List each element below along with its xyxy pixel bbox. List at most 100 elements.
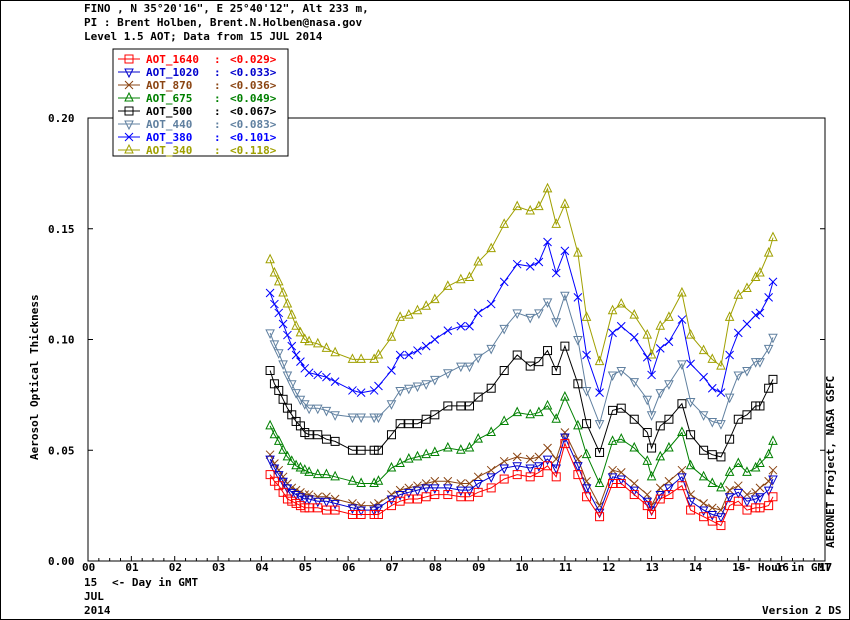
data-point — [473, 353, 483, 364]
data-point — [430, 490, 440, 500]
data-point — [542, 455, 553, 466]
data-point — [560, 198, 570, 208]
data-point — [543, 443, 552, 453]
data-point — [655, 421, 665, 431]
data-point — [725, 485, 734, 495]
data-point — [763, 486, 774, 497]
data-point — [421, 380, 431, 390]
legend-mean: <0.033> — [230, 66, 277, 79]
data-point — [664, 337, 674, 347]
data-point — [386, 331, 397, 341]
y-tick-label: 0.05 — [48, 444, 75, 457]
legend-mean: <0.101> — [230, 131, 277, 144]
data-point — [404, 350, 414, 360]
data-point — [356, 509, 366, 519]
legend-colon: : — [214, 66, 221, 79]
data-point — [647, 509, 657, 519]
data-point — [278, 319, 288, 329]
data-point — [699, 372, 708, 382]
data-point — [465, 479, 474, 488]
data-point — [499, 366, 509, 376]
data-point — [269, 266, 280, 277]
data-point — [642, 352, 652, 362]
data-point — [512, 470, 522, 480]
legend-mean: <0.029> — [230, 53, 277, 66]
legend-mean: <0.118> — [230, 144, 277, 157]
data-point — [321, 406, 332, 417]
data-point — [347, 475, 358, 485]
data-point — [430, 476, 440, 486]
data-point — [551, 268, 561, 278]
data-point — [473, 472, 483, 482]
data-point — [421, 414, 431, 424]
data-point — [733, 414, 743, 424]
data-point — [755, 308, 765, 318]
data-point — [742, 282, 752, 293]
data-point — [412, 450, 423, 461]
data-point — [642, 490, 652, 499]
data-point — [486, 242, 496, 253]
data-point — [443, 280, 453, 290]
data-point — [551, 454, 561, 464]
data-point — [512, 462, 523, 472]
data-point — [642, 501, 652, 511]
data-point — [430, 375, 440, 386]
legend-label: AOT_440 — [146, 118, 192, 131]
data-point — [278, 444, 288, 454]
data-point — [274, 308, 284, 318]
data-point — [312, 337, 323, 348]
data-point — [764, 501, 774, 511]
data-point — [742, 505, 752, 515]
data-point — [404, 419, 414, 429]
data-point — [616, 321, 626, 331]
data-point — [542, 182, 553, 193]
data-point — [581, 311, 592, 321]
data-point — [499, 324, 509, 335]
data-point — [330, 499, 340, 510]
legend-mean: <0.036> — [230, 79, 277, 92]
data-point — [742, 367, 752, 377]
data-point — [278, 472, 288, 482]
data-point — [356, 388, 366, 398]
series-line — [269, 240, 774, 395]
data-point — [573, 246, 583, 257]
data-point — [573, 293, 583, 302]
data-point — [278, 360, 288, 370]
data-point — [686, 430, 696, 440]
data-point — [356, 353, 366, 363]
data-point — [616, 475, 627, 486]
data-point — [512, 350, 522, 360]
data-point — [356, 445, 366, 455]
legend-marker — [124, 91, 134, 102]
data-point — [512, 259, 522, 269]
data-point — [698, 411, 709, 421]
data-point — [525, 464, 536, 475]
data-point — [283, 330, 292, 340]
data-point — [534, 257, 544, 267]
data-point — [543, 461, 553, 471]
data-point — [456, 492, 466, 502]
data-point — [616, 367, 627, 377]
data-point — [465, 492, 475, 502]
data-point — [269, 464, 280, 475]
data-point — [273, 435, 284, 445]
x-tick-label: 05 — [299, 561, 312, 574]
data-point — [560, 390, 570, 401]
legend-marker — [124, 132, 134, 142]
x-tick-label: 10 — [516, 561, 529, 574]
data-point — [607, 473, 618, 483]
data-point — [707, 450, 717, 460]
data-point — [374, 381, 383, 391]
data-point — [551, 413, 562, 423]
x-tick-label: 12 — [602, 561, 615, 574]
series-aot_340 — [265, 182, 778, 370]
x-tick-label: 02 — [169, 561, 182, 574]
legend-colon: : — [214, 144, 221, 157]
data-point — [373, 348, 384, 359]
data-point — [594, 355, 605, 366]
data-point — [456, 401, 466, 411]
data-point — [698, 470, 709, 481]
data-point — [677, 360, 687, 370]
data-point — [768, 435, 778, 445]
data-point — [347, 413, 358, 424]
